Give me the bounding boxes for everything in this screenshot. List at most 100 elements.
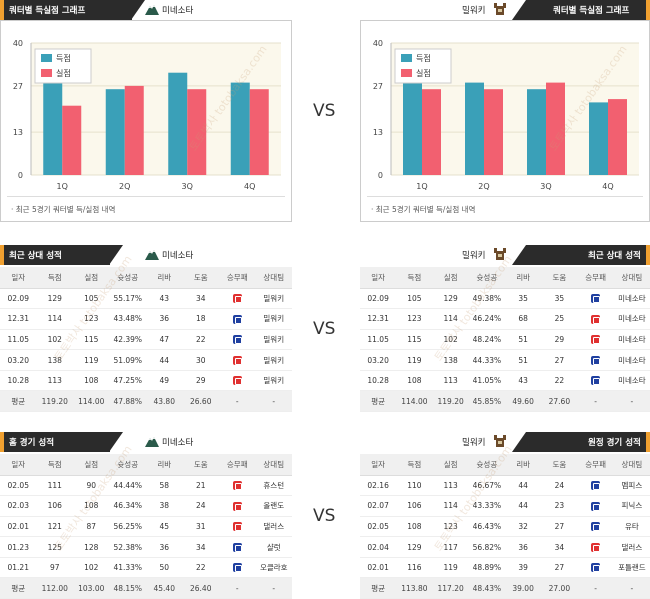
away-quarter-header: 밀워키 쿼터별 득실점 그래프 — [360, 0, 650, 20]
cell-team: 오클라호 — [255, 557, 292, 579]
cell-opp: 123 — [432, 516, 469, 538]
column-header: 리바 — [146, 267, 183, 289]
result-cell — [577, 475, 614, 497]
average-row: 평균 119.20 114.00 47.88% 43.80 26.60- - — [0, 390, 292, 413]
cell-reb: 43 — [146, 288, 183, 310]
avg-ast: 27.00 — [541, 577, 578, 599]
cell-team: 피닉스 — [613, 495, 650, 517]
cell-pts: 108 — [396, 516, 433, 538]
result-loss-icon — [232, 522, 242, 532]
table-row: 03.20 119 138 44.33% 51 27 미네소타 — [360, 349, 650, 371]
cell-pts: 129 — [36, 288, 73, 310]
bar-allowed — [484, 89, 503, 175]
cell-ast: 34 — [182, 288, 219, 310]
legend-swatch — [401, 54, 412, 62]
result-cell — [219, 557, 256, 579]
legend-swatch — [401, 69, 412, 77]
minnesota-logo-icon — [145, 250, 159, 260]
result-loss-icon — [232, 294, 242, 304]
cell-opp: 102 — [73, 557, 110, 579]
cell-pts: 123 — [396, 308, 433, 330]
cell-ast: 22 — [182, 329, 219, 351]
cell-pts: 97 — [36, 557, 73, 579]
cell-opp: 108 — [73, 370, 110, 392]
cell-pts: 110 — [396, 475, 433, 497]
result-loss-icon — [591, 542, 601, 552]
cell-pts: 114 — [36, 308, 73, 330]
away-games-header: 밀워키 원정 경기 성적 — [360, 432, 650, 452]
bar-allowed — [62, 105, 82, 175]
column-header: 일자 — [360, 454, 397, 476]
bar-allowed — [608, 99, 627, 175]
result-cell — [577, 288, 614, 310]
result-win-icon — [232, 335, 242, 345]
table-row: 02.01 116 119 48.89% 39 27 포틀랜드 — [360, 557, 650, 579]
column-header: 도움 — [182, 454, 219, 476]
cell-opp: 102 — [432, 329, 469, 351]
bar-allowed — [124, 85, 144, 175]
avg-res: - — [577, 390, 614, 413]
result-loss-icon — [232, 355, 242, 365]
table-row: 02.16 110 113 46.67% 44 24 멤피스 — [360, 475, 650, 497]
cell-pts: 108 — [396, 370, 433, 392]
column-header: 리바 — [146, 454, 183, 476]
result-loss-icon — [232, 376, 242, 386]
table-row: 12.31 114 123 43.48% 36 18 밀워키 — [0, 308, 292, 330]
column-header: 득점 — [36, 267, 73, 289]
cell-team: 미네소타 — [613, 329, 650, 351]
column-header: 상대팀 — [255, 267, 292, 289]
bar-scored — [403, 82, 422, 175]
cell-date: 02.05 — [0, 475, 37, 497]
home-quarter-panel: 쿼터별 득실점 그래프 미네소타 40 27 13 0 1Q 2Q 3Q 4Q 득점 실점 · 최… — [0, 0, 292, 222]
bar-scored — [527, 89, 546, 175]
cell-fg: 46.67% — [468, 475, 505, 497]
avg-label: 평균 — [360, 390, 397, 413]
cell-date: 02.01 — [360, 557, 397, 579]
column-header: 슛성공 — [109, 454, 146, 476]
cell-team: 댈러스 — [613, 536, 650, 558]
away-games-title: 원정 경기 성적 — [588, 438, 641, 448]
cell-reb: 51 — [505, 349, 542, 371]
result-loss-icon — [232, 501, 242, 511]
cell-pts: 113 — [36, 370, 73, 392]
table-header-row: 일자 득점 실점 슛성공 리바 도움 승무패 상대팀 — [360, 267, 650, 289]
result-win-icon — [591, 563, 601, 573]
cell-reb: 68 — [505, 308, 542, 330]
table-row: 03.20 138 119 51.09% 44 30 밀워키 — [0, 349, 292, 371]
cell-date: 02.03 — [0, 495, 37, 517]
cell-reb: 58 — [146, 475, 183, 497]
cell-date: 12.31 — [360, 308, 397, 330]
home-games-table: 일자 득점 실점 슛성공 리바 도움 승무패 상대팀 02.05 111 90 44.44% 58 21 휴… — [0, 454, 292, 599]
avg-pts: 113.80 — [396, 577, 433, 599]
bar-scored — [105, 89, 125, 175]
avg-reb: 39.00 — [505, 577, 542, 599]
cell-team: 밀워키 — [255, 288, 292, 310]
cell-reb: 45 — [146, 516, 183, 538]
avg-reb: 43.80 — [146, 390, 183, 413]
column-header: 슛성공 — [468, 267, 505, 289]
cell-fg: 47.25% — [109, 370, 146, 392]
cell-pts: 106 — [396, 495, 433, 517]
cell-reb: 36 — [146, 308, 183, 330]
avg-opp: 114.00 — [73, 390, 110, 413]
cell-date: 02.01 — [0, 516, 37, 538]
avg-reb: 45.40 — [146, 577, 183, 599]
column-header: 실점 — [432, 267, 469, 289]
cell-fg: 55.17% — [109, 288, 146, 310]
cell-team: 밀워키 — [255, 329, 292, 351]
column-header: 실점 — [73, 454, 110, 476]
cell-ast: 27 — [541, 557, 578, 579]
cell-fg: 52.38% — [109, 536, 146, 558]
cell-date: 12.31 — [0, 308, 37, 330]
cell-opp: 113 — [432, 370, 469, 392]
bar-scored — [589, 102, 608, 175]
table-row: 10.28 108 113 41.05% 43 22 미네소타 — [360, 370, 650, 392]
table-row: 11.05 115 102 48.24% 51 29 미네소타 — [360, 329, 650, 351]
column-header: 도움 — [541, 454, 578, 476]
avg-team: - — [613, 577, 650, 599]
cell-team: 밀워키 — [255, 349, 292, 371]
table-row: 11.05 102 115 42.39% 47 22 밀워키 — [0, 329, 292, 351]
cell-date: 02.09 — [0, 288, 37, 310]
